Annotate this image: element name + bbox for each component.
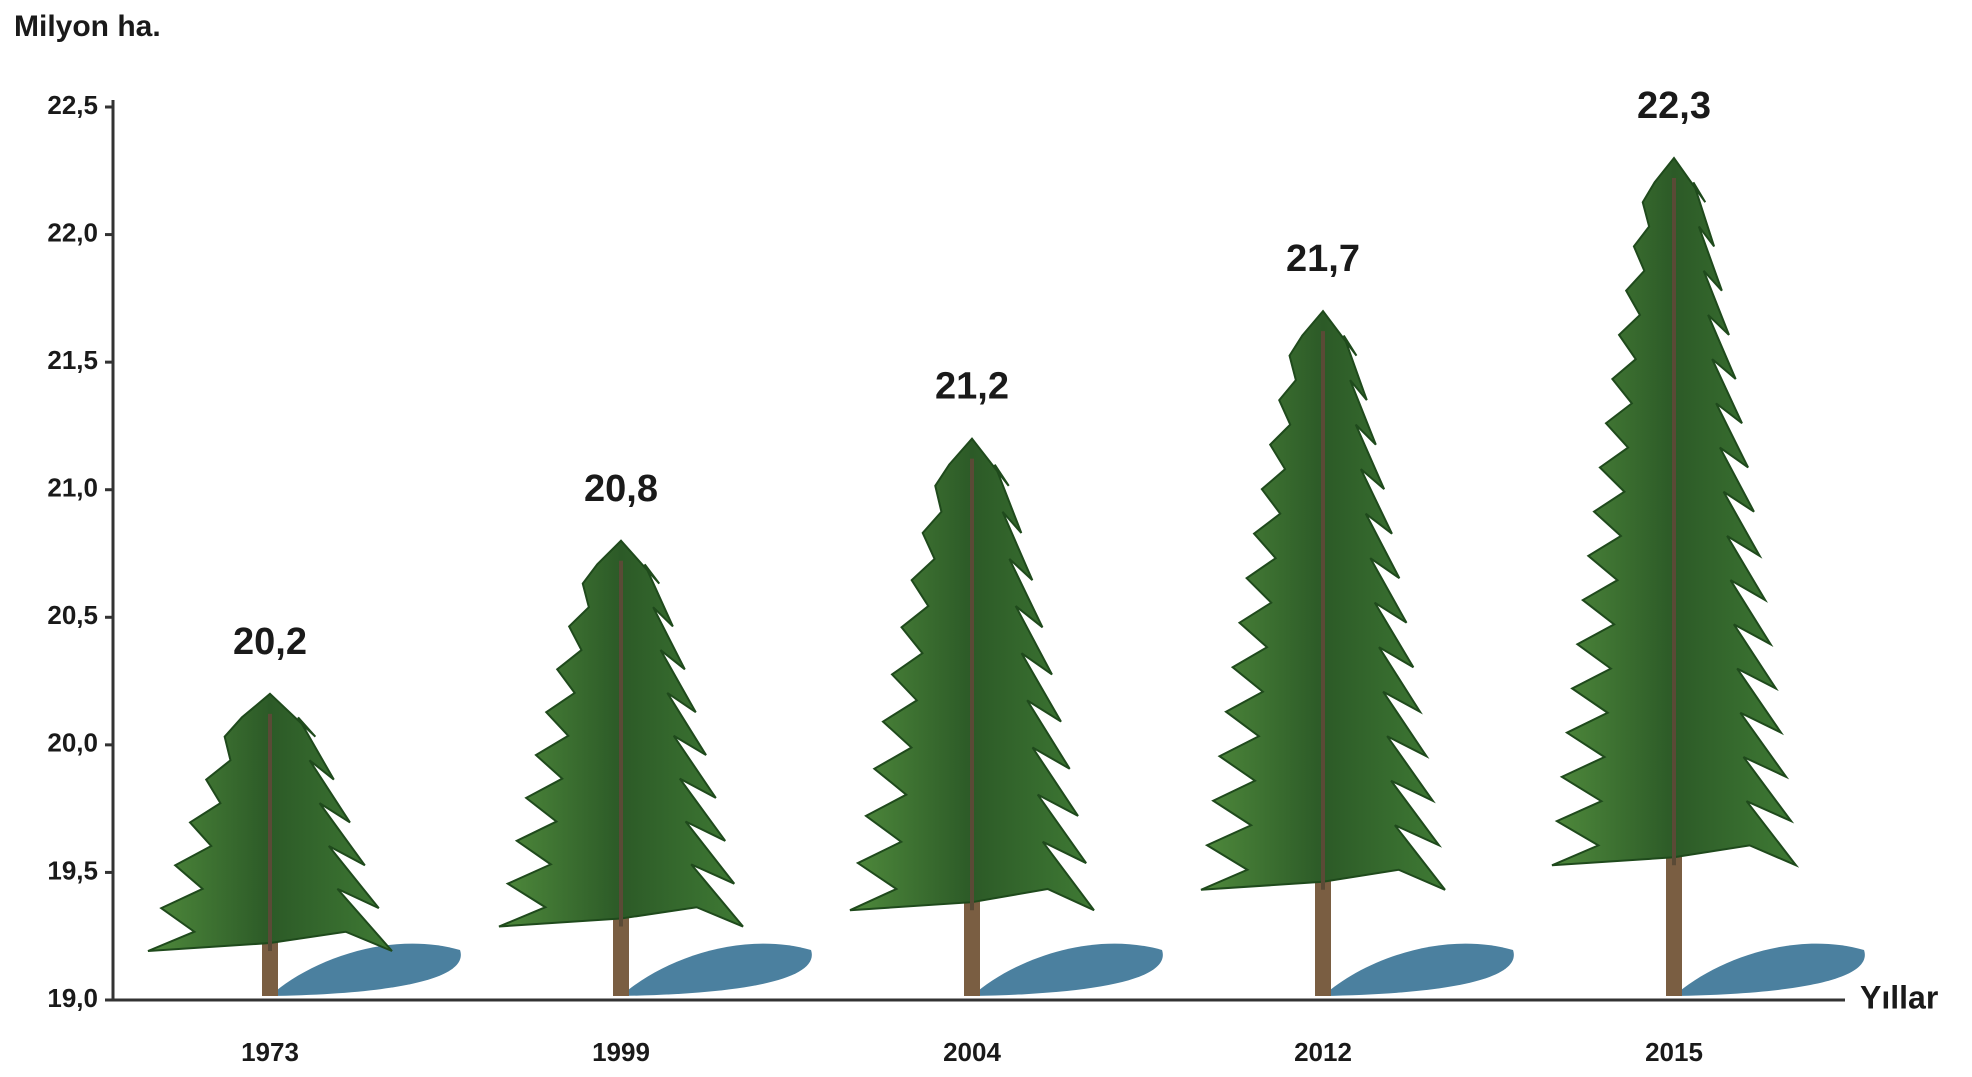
value-label: 20,2 <box>233 621 307 663</box>
x-tick-label: 1999 <box>592 1037 650 1067</box>
value-label: 22,3 <box>1637 85 1711 127</box>
tree-shadow <box>270 943 461 996</box>
tree-shadow <box>1674 943 1865 996</box>
x-axis-label: Yıllar <box>1860 979 1938 1015</box>
y-tick-label: 20,5 <box>47 600 98 630</box>
value-label: 21,2 <box>935 366 1009 408</box>
y-tick-label: 21,5 <box>47 345 98 375</box>
y-tick-label: 21,0 <box>47 473 98 503</box>
y-tick-label: 19,0 <box>47 983 98 1013</box>
x-tick-label: 1973 <box>241 1037 299 1067</box>
y-axis-label: Milyon ha. <box>14 10 161 43</box>
x-tick-label: 2015 <box>1645 1037 1703 1067</box>
value-label: 20,8 <box>584 468 658 510</box>
tree-shadow <box>621 943 812 996</box>
y-tick-label: 19,5 <box>47 855 98 885</box>
value-label: 21,7 <box>1286 238 1360 280</box>
y-tick-label: 22,5 <box>47 90 98 120</box>
x-tick-label: 2012 <box>1294 1037 1352 1067</box>
tree-shadow <box>1323 943 1514 996</box>
y-tick-label: 20,0 <box>47 728 98 758</box>
x-tick-label: 2004 <box>943 1037 1001 1067</box>
y-tick-label: 22,0 <box>47 217 98 247</box>
tree-shadow <box>972 943 1163 996</box>
